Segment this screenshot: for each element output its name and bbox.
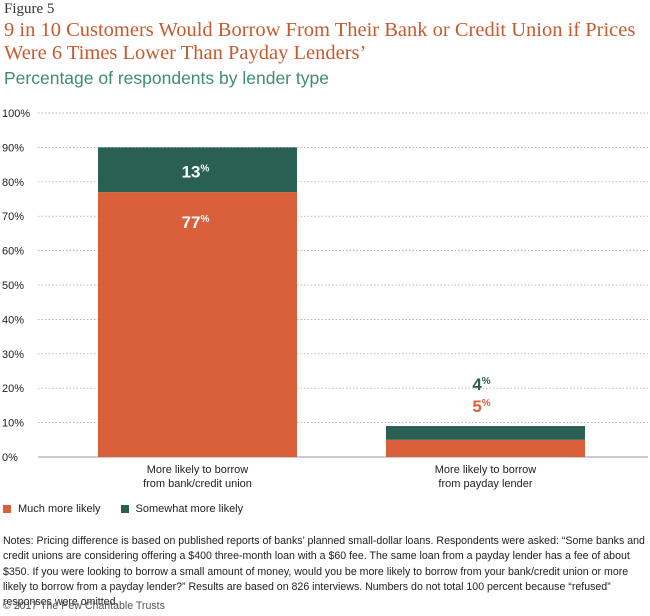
notes: Notes: Pricing difference is based on pu… <box>3 535 645 609</box>
category-label: from bank/credit union <box>143 478 252 490</box>
legend-label-much: Much more likely <box>18 503 101 515</box>
y-tick-label: 60% <box>2 246 24 258</box>
legend-item-somewhat: Somewhat more likely <box>120 503 244 515</box>
legend-swatch-somewhat <box>120 505 129 513</box>
y-tick-label: 40% <box>2 314 24 326</box>
y-tick-label: 10% <box>2 418 24 430</box>
category-label: More likely to borrow <box>147 464 249 476</box>
legend-swatch-much <box>3 505 11 513</box>
stacked-bar-chart: 0% 10% 20% 30% 40% 50% 60% 70% 80% 90% 100% More li… <box>2 108 648 490</box>
data-label-somewhat: 4% <box>472 375 490 394</box>
category-label: More likely to borrow <box>435 464 537 476</box>
category-label: from payday lender <box>438 478 532 490</box>
copyright: © 2017 The Pew Charitable Trusts <box>3 600 165 612</box>
bar-somewhat <box>386 426 585 440</box>
figure-label: Figure 5 <box>4 1 55 17</box>
y-tick-label: 90% <box>2 142 24 154</box>
bar-much <box>386 439 585 457</box>
y-tick-label: 30% <box>2 349 24 361</box>
y-tick-label: 100% <box>2 108 30 120</box>
y-tick-label: 80% <box>2 177 24 189</box>
chart-subtitle: Percentage of respondents by lender type <box>4 68 329 88</box>
bar-much <box>98 192 297 457</box>
bar-somewhat <box>98 147 297 193</box>
legend-label-somewhat: Somewhat more likely <box>135 503 244 515</box>
chart-title: 9 in 10 Customers Would Borrow From Thei… <box>4 19 636 64</box>
y-tick-label: 0% <box>2 452 18 464</box>
data-label-much: 77% <box>182 213 210 232</box>
y-tick-label: 20% <box>2 383 24 395</box>
legend-item-much: Much more likely <box>3 503 101 515</box>
data-label-somewhat: 13% <box>182 162 210 181</box>
data-label-much: 5% <box>472 397 490 416</box>
y-tick-label: 70% <box>2 211 24 223</box>
y-tick-label: 50% <box>2 280 24 292</box>
legend: Much more likely Somewhat more likely <box>3 503 263 515</box>
